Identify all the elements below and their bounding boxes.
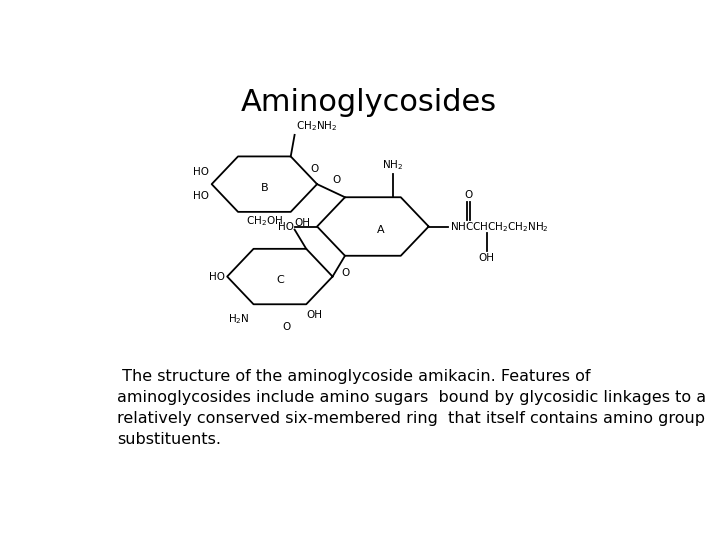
Text: H$_2$N: H$_2$N: [228, 312, 250, 326]
Text: CH$_2$NH$_2$: CH$_2$NH$_2$: [296, 119, 338, 133]
Text: OH: OH: [294, 218, 310, 228]
Text: HO: HO: [194, 167, 210, 177]
Text: NHCCHCH$_2$CH$_2$NH$_2$: NHCCHCH$_2$CH$_2$NH$_2$: [449, 220, 549, 234]
Text: O: O: [282, 322, 290, 332]
Text: O: O: [333, 174, 341, 185]
Text: CH$_2$OH: CH$_2$OH: [246, 214, 283, 228]
Text: O: O: [341, 268, 349, 279]
Text: HO: HO: [194, 192, 210, 201]
Text: HO: HO: [278, 221, 294, 232]
Text: O: O: [310, 164, 318, 174]
Text: HO: HO: [209, 272, 225, 281]
Text: OH: OH: [479, 253, 495, 264]
Text: The structure of the aminoglycoside amikacin. Features of
aminoglycosides includ: The structure of the aminoglycoside amik…: [117, 369, 706, 447]
Text: Aminoglycosides: Aminoglycosides: [241, 88, 497, 117]
Text: B: B: [261, 183, 268, 193]
Text: O: O: [464, 190, 472, 200]
Text: C: C: [276, 275, 284, 286]
Text: OH: OH: [306, 310, 323, 320]
Text: A: A: [377, 225, 384, 235]
Text: NH$_2$: NH$_2$: [382, 158, 404, 172]
